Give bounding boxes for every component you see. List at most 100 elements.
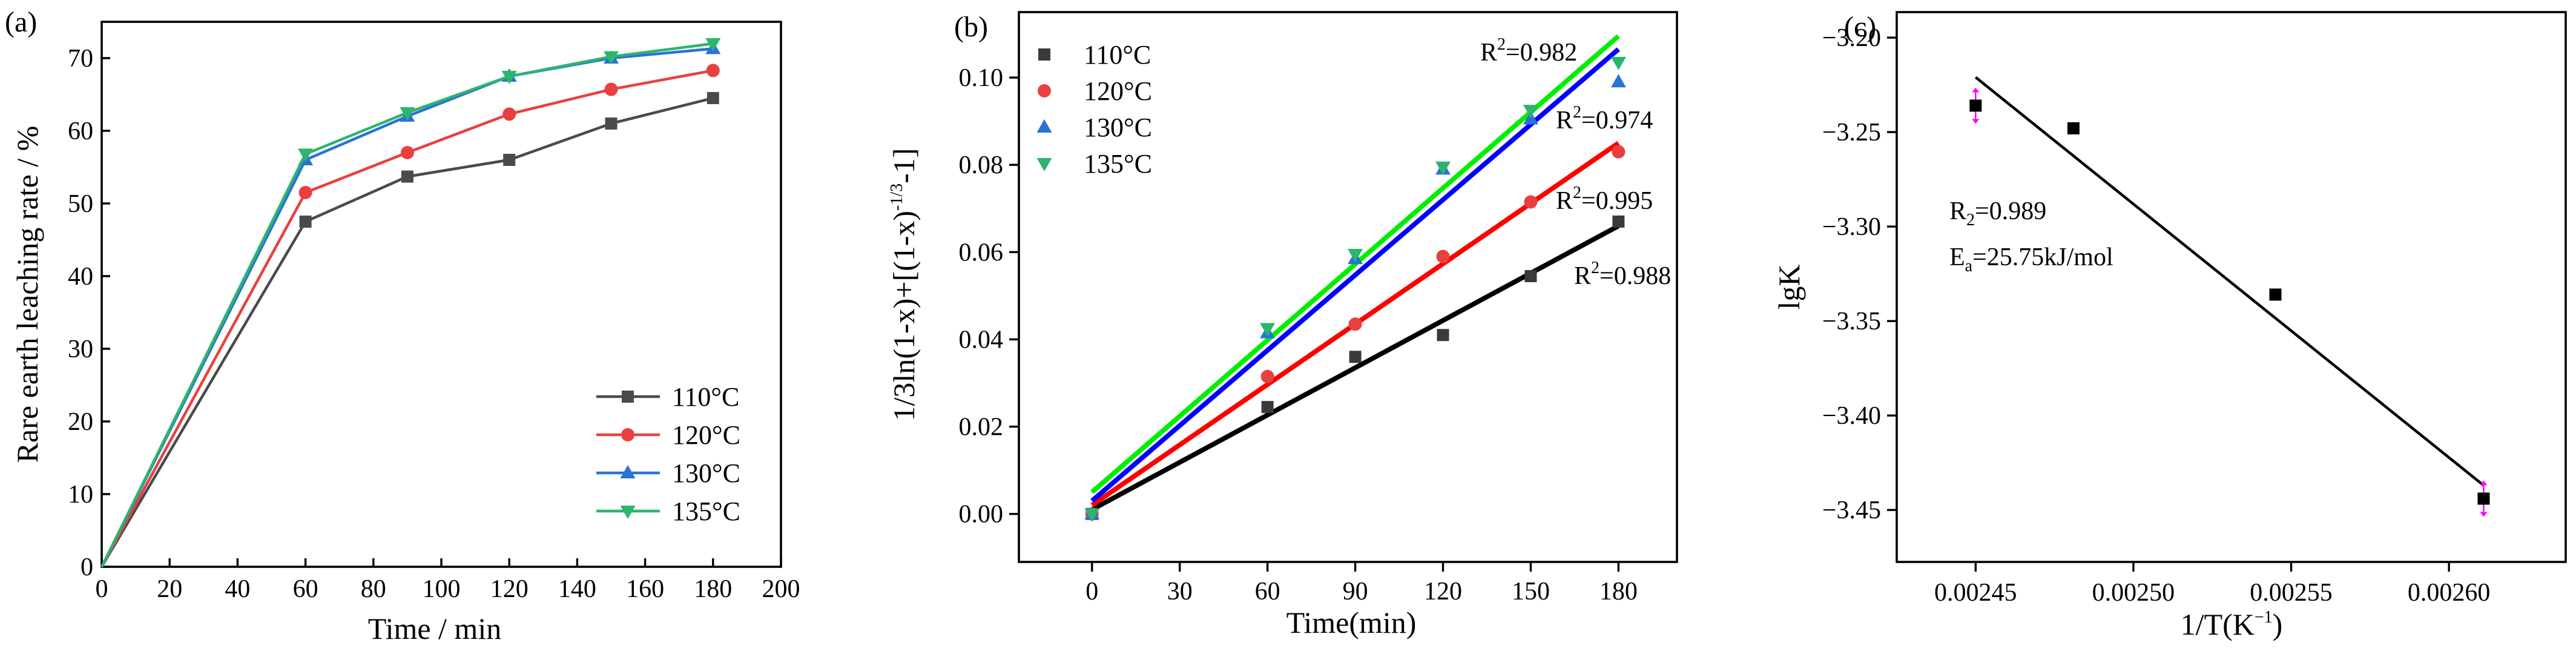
data-point — [705, 38, 721, 51]
data-point — [1084, 508, 1100, 522]
legend-marker — [1036, 158, 1052, 171]
data-point — [605, 117, 618, 130]
data-point — [502, 107, 516, 121]
y-tick-label: 60 — [68, 117, 93, 145]
x-tick-label: 0.00250 — [2092, 579, 2175, 607]
panel-c-x-axis-title: 1/T(K−1) — [2181, 607, 2283, 641]
data-point — [503, 154, 516, 166]
data-point — [1260, 323, 1276, 337]
data-point — [298, 186, 312, 199]
legend-label: 120°C — [672, 420, 740, 450]
legend-label: 130°C — [1084, 113, 1152, 142]
series-line-2 — [100, 47, 714, 568]
series-line-1 — [100, 69, 714, 568]
panel-a-label: (a) — [5, 6, 37, 38]
y-tick-label: 0.10 — [959, 64, 1004, 92]
r2-label: R2=0.982 — [1480, 35, 1577, 67]
y-tick-label: −3.40 — [1822, 402, 1881, 430]
x-tick-label: 120 — [1424, 578, 1462, 606]
legend-label: 110°C — [672, 382, 739, 412]
x-tick-label: 100 — [423, 575, 461, 603]
x-tick-label: 160 — [626, 575, 664, 603]
y-tick-label: 0.02 — [959, 414, 1004, 441]
panel-c-y-axis-title: lgK — [1772, 265, 1806, 310]
x-tick-label: 200 — [762, 575, 800, 603]
error-bar-cap — [2480, 480, 2488, 486]
data-point — [1610, 56, 1626, 70]
data-point — [2477, 492, 2490, 505]
legend-label: 120°C — [1084, 76, 1152, 106]
fit-line-3 — [1090, 34, 1620, 494]
panel-b-y-axis-title: 1/3ln(1-x)+[(1-x)-1/3-1] — [887, 148, 921, 421]
data-point — [1437, 329, 1449, 342]
data-point — [1436, 249, 1450, 263]
x-tick-label: 60 — [1255, 578, 1280, 606]
data-point — [1435, 161, 1451, 175]
data-point — [706, 64, 720, 78]
panel-b-x-ticks: 0 30 60 90 120 150 180 — [1085, 562, 1638, 606]
data-point — [1524, 195, 1538, 209]
y-tick-label: −3.20 — [1822, 24, 1881, 52]
panel-b-fit-lines — [1090, 34, 1620, 512]
series-line-0 — [100, 96, 714, 568]
data-point — [1524, 269, 1537, 282]
panel-a-legend: 110°C 120°C 130°C 135°C — [596, 382, 740, 526]
r2-label: R2=0.988 — [1574, 259, 1671, 290]
y-tick-label: 30 — [68, 335, 93, 363]
error-bar-cap — [2480, 512, 2488, 517]
panel-c-label: (c) — [1844, 11, 1876, 43]
panel-b-r2-annotations: R2=0.988 R2=0.995 R2=0.974 R2=0.982 — [1480, 35, 1671, 290]
panel-c-activation-energy-annotation: Ea=25.75kJ/mol — [1949, 243, 2113, 276]
panel-b-kinetics-chart: (b) 0 30 60 90 120 150 180 0.000.020.040.060.0… — [887, 11, 1678, 639]
fit-line-0 — [1090, 223, 1620, 512]
data-point — [1349, 351, 1362, 363]
data-point — [1612, 145, 1626, 159]
x-tick-label: 180 — [694, 575, 732, 603]
data-point — [1261, 401, 1274, 414]
y-tick-label: −3.25 — [1822, 119, 1881, 147]
y-tick-label: 20 — [68, 408, 93, 436]
data-point — [400, 146, 414, 159]
panel-c-plot-frame — [1896, 11, 2567, 563]
data-point — [1260, 369, 1274, 383]
y-tick-label: 40 — [68, 263, 93, 291]
x-tick-label: 20 — [157, 575, 182, 603]
error-bar-cap — [1972, 87, 1980, 93]
x-tick-label: 30 — [1167, 578, 1193, 606]
legend-label: 135°C — [1084, 149, 1152, 179]
r2-label: R2=0.995 — [1556, 183, 1653, 215]
legend-marker — [620, 506, 636, 519]
error-bar-cap — [1972, 119, 1980, 124]
x-tick-label: 0 — [96, 575, 108, 603]
panel-b-y-ticks: 0.00 0.02 0.04 0.06 0.08 0.10 — [959, 64, 1019, 529]
panel-b-series — [1084, 56, 1626, 522]
data-point — [1348, 317, 1362, 331]
y-tick-label: 0.06 — [959, 239, 1004, 266]
x-tick-label: 90 — [1343, 578, 1368, 606]
legend-marker — [622, 391, 634, 403]
y-tick-label: 0.08 — [959, 151, 1004, 179]
panel-b-plot-frame — [1018, 11, 1678, 563]
data-point — [1348, 248, 1363, 262]
data-point — [604, 82, 618, 96]
panel-a-y-ticks: 0 10 20 30 40 50 60 70 — [68, 45, 110, 581]
legend-marker — [1038, 84, 1051, 97]
panel-c-arrhenius-chart: (c) 0.00245 0.00250 0.00255 0.00260 −3.20−3… — [1772, 11, 2567, 641]
y-tick-label: −3.35 — [1822, 308, 1881, 335]
data-point — [298, 148, 314, 162]
panel-b-label: (b) — [954, 11, 988, 43]
y-tick-label: 0.04 — [959, 326, 1004, 354]
series-line-3 — [100, 42, 714, 567]
y-tick-label: 70 — [68, 45, 93, 73]
x-tick-label: 80 — [361, 575, 386, 603]
legend-marker — [1036, 119, 1052, 133]
panel-c-y-ticks: −3.20 −3.25 −3.30 −3.35 −3.40 −3.45 — [1822, 24, 1897, 524]
panel-b-legend: 110°C 120°C 130°C 135°C — [1036, 40, 1152, 179]
legend-marker — [1038, 48, 1050, 61]
data-point — [604, 51, 619, 65]
regression-line — [1974, 76, 2485, 487]
x-tick-label: 0.00245 — [1934, 579, 2017, 607]
y-tick-label: 0.00 — [959, 501, 1004, 529]
panel-c-points — [1969, 87, 2490, 517]
x-tick-label: 120 — [490, 575, 529, 603]
